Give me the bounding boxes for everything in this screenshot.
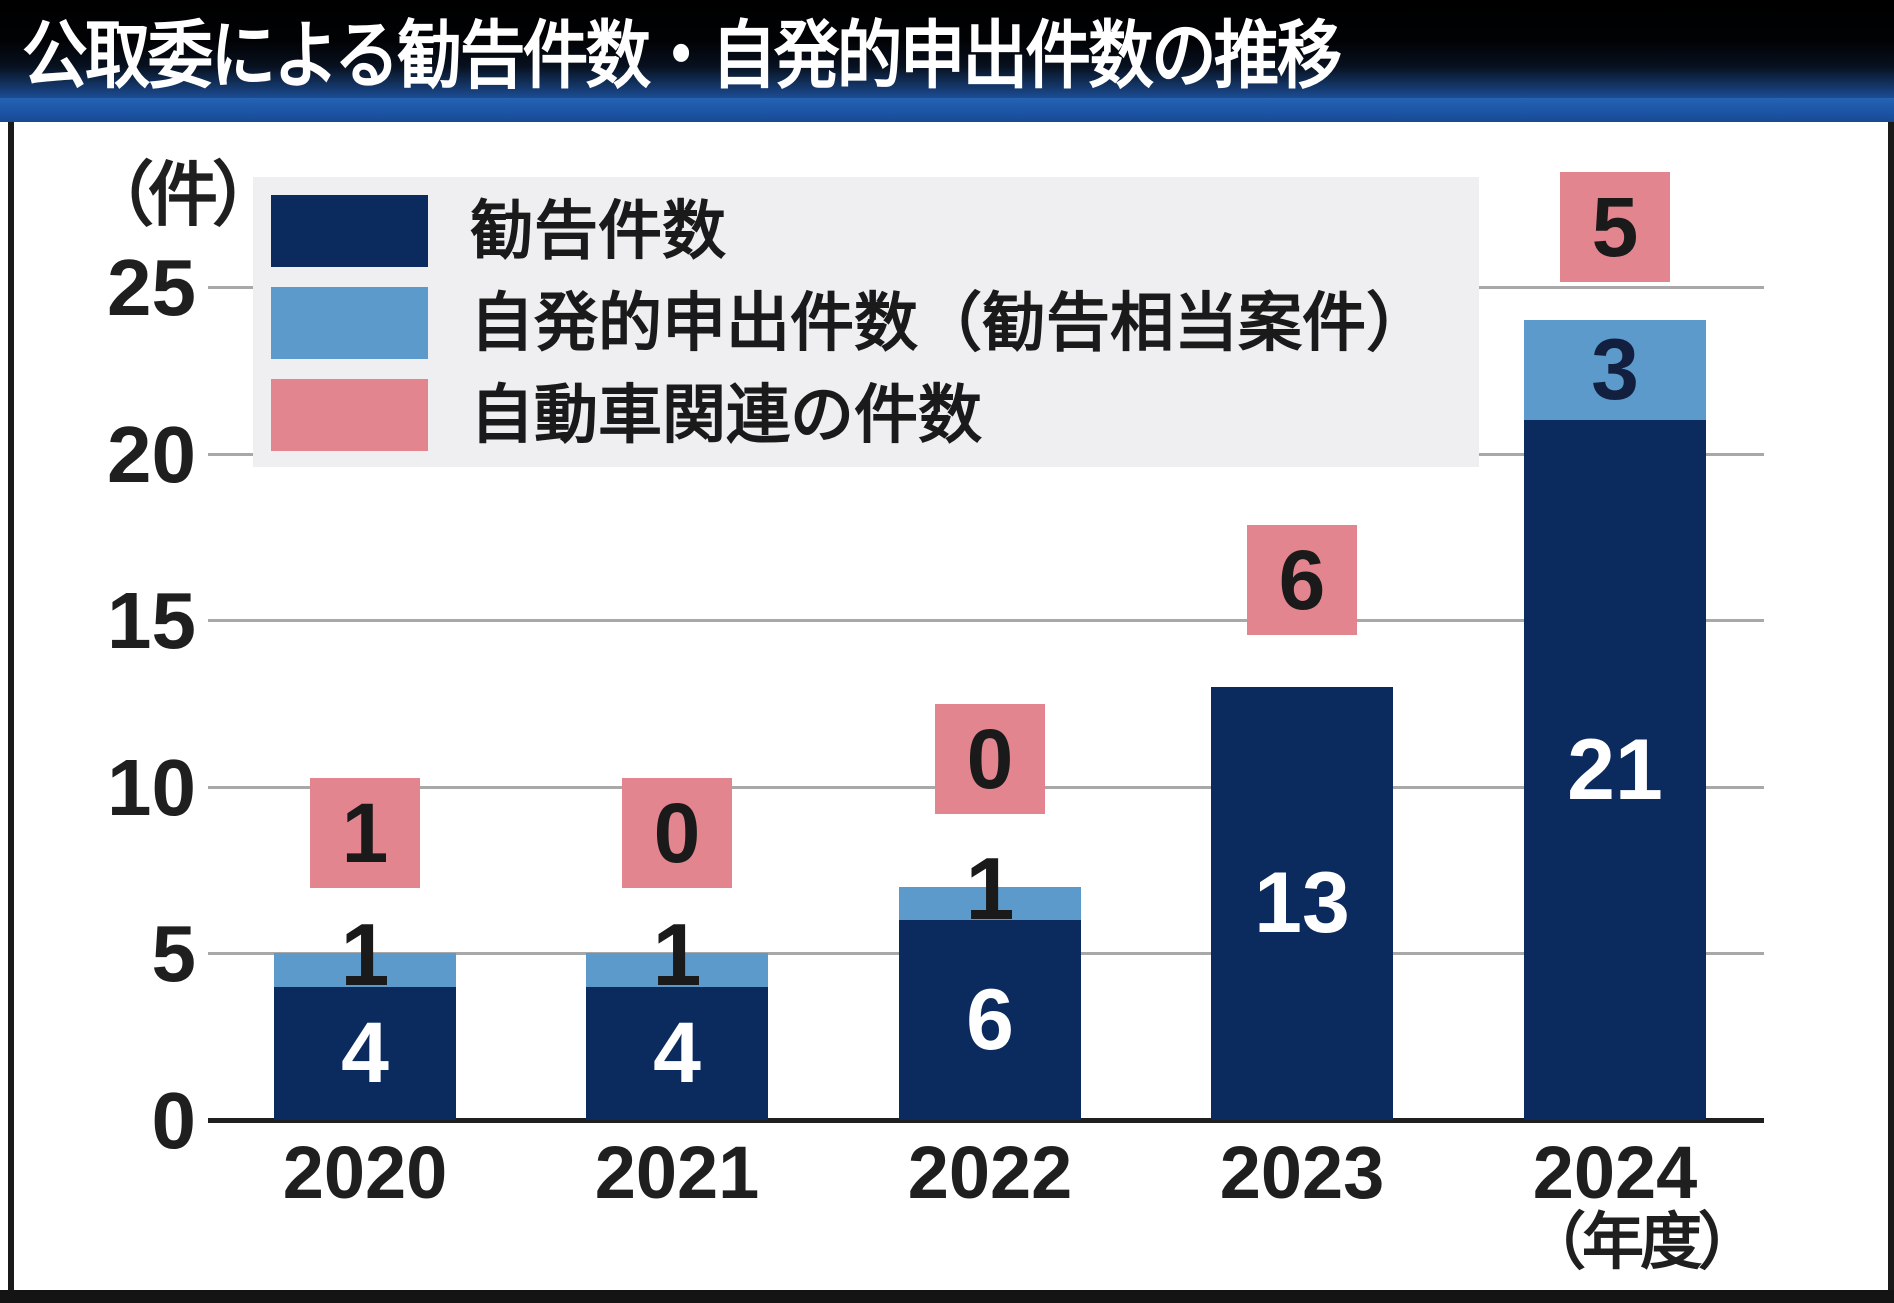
y-tick-label-5: 5 [151, 909, 197, 999]
annotation-box-2022-auto-related: 0 [935, 704, 1045, 814]
x-tick-label-2023: 2023 [1219, 1131, 1385, 1214]
annotation-value-2020: 1 [341, 786, 389, 880]
y-tick-label-15: 15 [107, 576, 196, 666]
bar-2024-recommendations [1524, 420, 1706, 1120]
frame-border-bottom [0, 1290, 1894, 1303]
annotation-box-2023-auto-related: 6 [1247, 525, 1357, 635]
legend-item-1: 勧告件数 [271, 195, 726, 267]
bar-value-2022-voluntary-reports: 1 [965, 838, 1015, 938]
bar-value-2020-recommendations: 4 [341, 1005, 389, 1102]
annotation-box-2024-auto-related: 5 [1560, 172, 1670, 282]
legend-label-3: 自動車関連の件数 [470, 379, 982, 451]
y-tick-label-20: 20 [107, 409, 196, 499]
bar-2020-voluntary-reports [274, 953, 456, 987]
y-tick-label-25: 25 [107, 243, 196, 332]
legend-label-1: 勧告件数 [470, 195, 726, 267]
legend: 勧告件数自発的申出件数（勧告相当案件） 自動車関連の件数 [253, 177, 1479, 467]
bar-2023-recommendations [1211, 686, 1393, 1120]
bar-2021-voluntary-reports [586, 953, 768, 987]
bar-2022-voluntary-reports [899, 886, 1081, 921]
annotation-box-2020-auto-related: 1 [310, 778, 420, 888]
x-axis-line [208, 1118, 1764, 1123]
legend-swatch-1 [271, 195, 428, 267]
bar-value-2024-recommendations: 21 [1567, 722, 1663, 819]
bar-value-2024-voluntary-reports: 3 [1591, 322, 1639, 419]
bar-2021-recommendations [586, 986, 768, 1120]
annotation-value-2024: 5 [1591, 180, 1639, 274]
y-axis-unit-label: （件） [84, 156, 282, 234]
x-tick-label-2022: 2022 [907, 1131, 1073, 1214]
annotation-value-2021: 0 [653, 786, 701, 880]
legend-item-3: 自動車関連の件数 [271, 379, 982, 451]
annotation-box-2021-auto-related: 0 [622, 778, 732, 888]
bar-value-2023-recommendations: 13 [1254, 855, 1350, 952]
bar-2022-recommendations [899, 920, 1081, 1120]
legend-swatch-3 [271, 379, 428, 451]
title-bar-accent-strip [0, 98, 1894, 122]
y-tick-label-10: 10 [107, 742, 196, 832]
bar-2024-voluntary-reports [1524, 320, 1706, 421]
bar-value-2021-voluntary-reports: 1 [652, 905, 702, 1005]
chart-title: 公取委による勧告件数・自発的申出件数の推移 [22, 13, 1342, 97]
legend-label-2: 自発的申出件数（勧告相当案件） [470, 287, 1430, 359]
legend-swatch-2 [271, 287, 428, 359]
x-tick-label-2024: 2024 [1532, 1131, 1698, 1214]
bar-value-2020-voluntary-reports: 1 [340, 905, 390, 1005]
frame-border-right [1888, 122, 1894, 1290]
x-tick-label-2020: 2020 [282, 1131, 448, 1214]
annotation-value-2022: 0 [966, 712, 1014, 806]
frame-border-left [8, 122, 14, 1290]
annotation-value-2023: 6 [1278, 533, 1326, 627]
bar-value-2022-recommendations: 6 [966, 972, 1014, 1069]
title-bar: 公取委による勧告件数・自発的申出件数の推移 [0, 0, 1894, 98]
legend-item-2: 自発的申出件数（勧告相当案件） [271, 287, 1430, 359]
y-tick-label-0: 0 [151, 1076, 197, 1165]
bar-2020-recommendations [274, 986, 456, 1120]
gridline-y15 [208, 619, 1764, 623]
x-tick-label-2021: 2021 [594, 1131, 760, 1214]
x-axis-suffix-label: （年度） [1523, 1208, 1760, 1277]
bar-value-2021-recommendations: 4 [653, 1005, 701, 1102]
